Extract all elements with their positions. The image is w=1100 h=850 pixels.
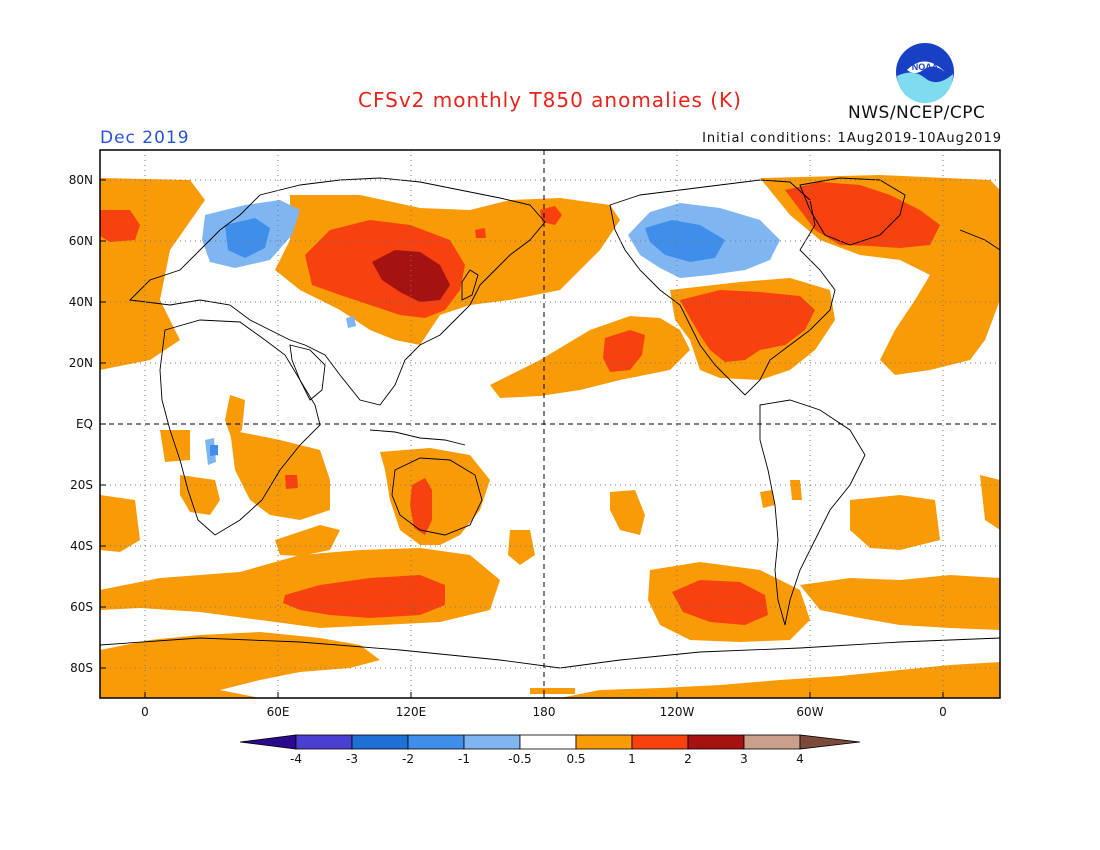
colorbar-label-p1: 1: [628, 752, 636, 766]
colorbar-label-m1: -1: [458, 752, 470, 766]
lon-label-0-right: 0: [939, 705, 947, 719]
lat-label-20n: 20N: [68, 356, 93, 370]
colorbar-label-m4: -4: [290, 752, 302, 766]
lat-label-40n: 40N: [68, 295, 93, 309]
colorbar-label-m3: -3: [346, 752, 358, 766]
lon-label-180: 180: [532, 705, 556, 719]
lon-label-60e: 60E: [266, 705, 290, 719]
lat-label-60n: 60N: [68, 234, 93, 248]
colorbar-label-p3: 3: [740, 752, 748, 766]
lat-label-80s: 80S: [70, 661, 93, 675]
axis-ticks: [100, 179, 944, 698]
lat-label-60s: 60S: [70, 600, 93, 614]
agency-label: NWS/NCEP/CPC: [848, 103, 986, 123]
colorbar-label-p05: 0.5: [566, 752, 586, 766]
colorbar-label-p2: 2: [684, 752, 692, 766]
lat-label-40s: 40S: [70, 539, 93, 553]
lat-lon-grid: [100, 150, 1000, 698]
lat-label-80n: 80N: [68, 173, 93, 187]
lon-label-120w: 120W: [659, 705, 695, 719]
map-title: CFSv2 monthly T850 anomalies (K): [358, 88, 742, 112]
lat-label-eq: EQ: [75, 417, 93, 431]
noaa-logo-text: NOAA: [912, 62, 939, 72]
lon-label-0: 0: [141, 705, 149, 719]
colorbar-label-m2: -2: [402, 752, 414, 766]
lat-label-20s: 20S: [70, 478, 93, 492]
colorbar-label-p4: 4: [796, 752, 804, 766]
anomaly-fields: [100, 175, 1000, 698]
initial-conditions: Initial conditions: 1Aug2019-10Aug2019: [702, 131, 1002, 146]
lon-label-120e: 120E: [395, 705, 427, 719]
valid-month: Dec 2019: [100, 128, 190, 148]
colorbar-label-m05: -0.5: [508, 752, 532, 766]
equator-dateline: [100, 150, 1000, 698]
noaa-logo-icon: NOAA: [894, 41, 956, 104]
lon-label-60w: 60W: [796, 705, 824, 719]
